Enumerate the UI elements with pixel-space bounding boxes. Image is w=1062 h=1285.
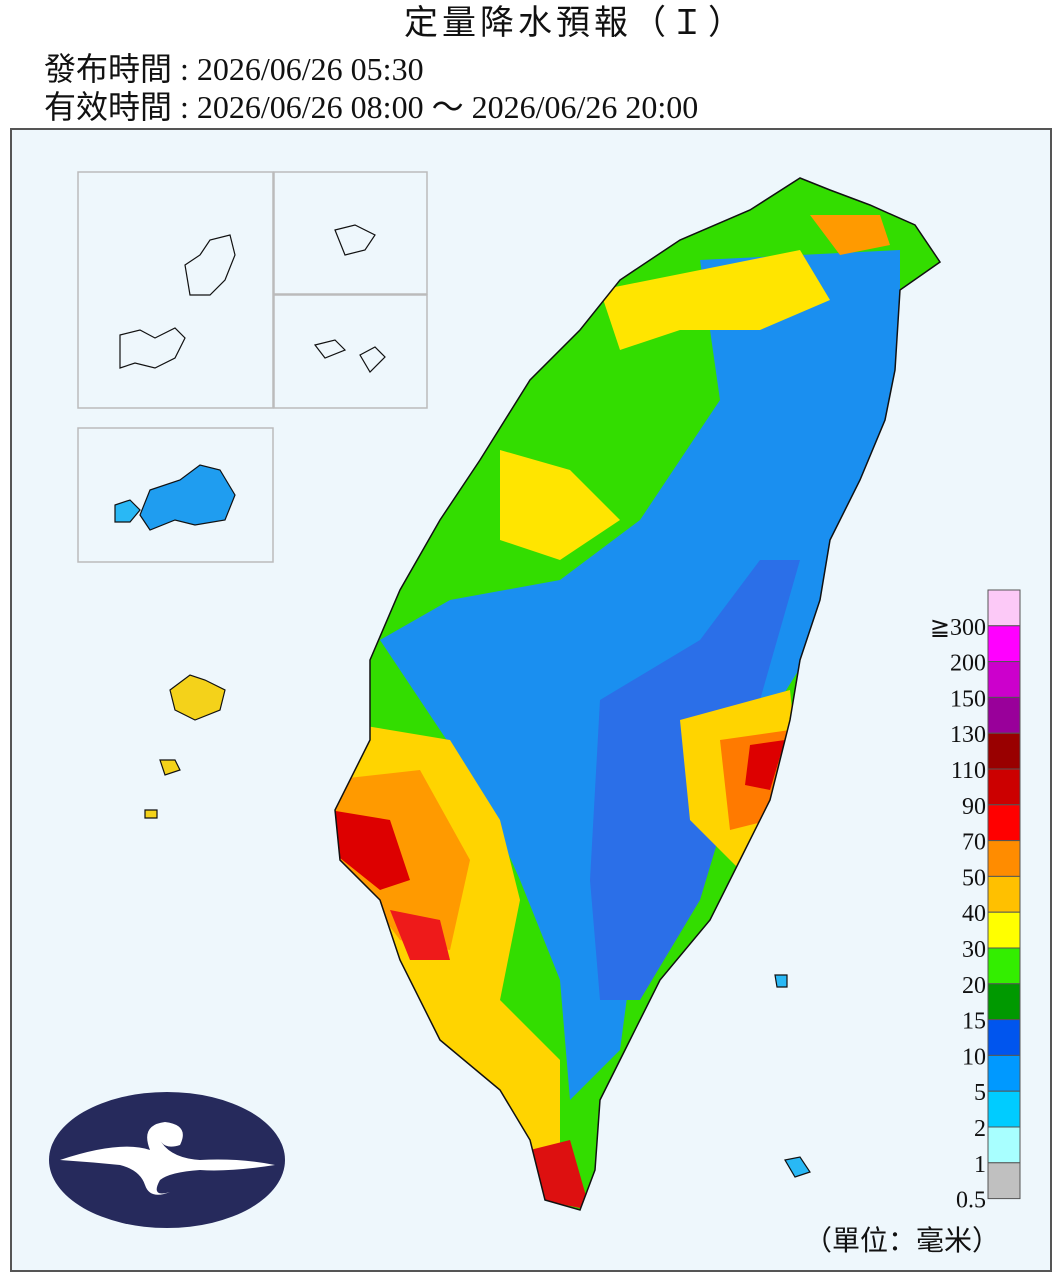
coastline	[334, 177, 942, 1211]
inset-boxes	[77, 171, 428, 563]
title: 定量降水預報（Ｉ）	[404, 4, 746, 42]
legend-label: 2	[974, 1116, 986, 1142]
legend-label: 5	[974, 1080, 986, 1106]
legend-label: 110	[951, 758, 986, 784]
legend-label: 10	[962, 1044, 986, 1070]
legend-label: 40	[962, 901, 986, 927]
legend-label: 200	[950, 651, 986, 677]
legend-swatch	[987, 1019, 1021, 1056]
legend-swatch	[987, 1162, 1021, 1200]
legend-swatch	[987, 1054, 1021, 1092]
issued-time: 發布時間 : 2026/06/26 05:30	[44, 51, 424, 87]
legend-label: 30	[962, 937, 986, 963]
legend-swatch	[987, 661, 1021, 698]
legend-label: 150	[950, 686, 986, 712]
legend-swatch	[987, 1126, 1021, 1164]
legend: ≧300 200 150 130 110 90 70 50 40 30 20 15 10 5 2 1 0.5	[930, 589, 1021, 1214]
legend-swatch	[987, 768, 1021, 806]
legend-swatch	[987, 1090, 1021, 1128]
legend-label: 130	[950, 722, 986, 748]
legend-label: 20	[962, 973, 986, 999]
legend-label: 90	[962, 794, 986, 820]
islands	[114, 224, 811, 1178]
unit-label: （單位：毫米）	[804, 1225, 1000, 1257]
legend-swatch	[987, 875, 1021, 913]
legend-label: 0.5	[956, 1188, 986, 1214]
legend-label: ≧300	[930, 615, 986, 641]
legend-label: 70	[962, 830, 986, 856]
valid-time: 有效時間 : 2026/06/26 08:00 ～ 2026/06/26 20:…	[44, 89, 698, 125]
legend-swatch	[987, 947, 1021, 985]
legend-swatch	[987, 911, 1021, 949]
legend-swatch	[987, 625, 1021, 663]
legend-swatch	[987, 589, 1021, 627]
legend-swatch	[987, 696, 1021, 734]
legend-swatch	[987, 732, 1021, 770]
legend-swatch	[987, 804, 1021, 842]
legend-label: 50	[962, 865, 986, 891]
logo	[49, 1092, 285, 1228]
legend-swatch	[987, 840, 1021, 877]
legend-swatch	[987, 983, 1021, 1021]
legend-label: 15	[962, 1009, 986, 1035]
legend-label: 1	[974, 1152, 986, 1178]
